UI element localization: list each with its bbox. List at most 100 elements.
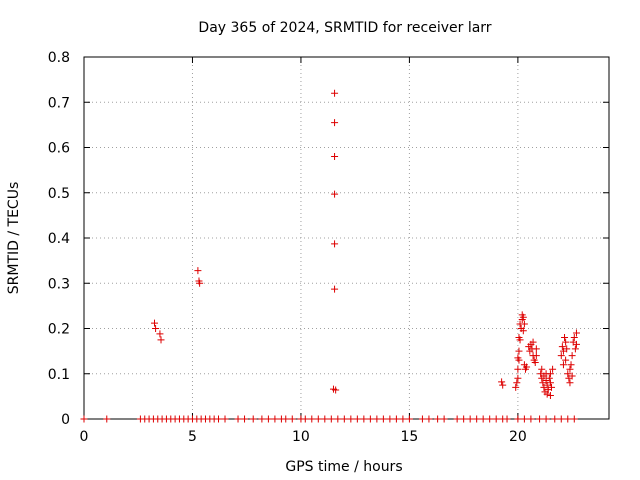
data-point — [546, 379, 554, 387]
data-point — [425, 415, 433, 423]
data-point — [331, 89, 339, 97]
chart-title: Day 365 of 2024, SRMTID for receiver lar… — [198, 20, 491, 36]
data-point — [551, 415, 559, 423]
data-point — [520, 415, 528, 423]
data-point — [321, 415, 329, 423]
data-point — [479, 415, 487, 423]
data-point — [373, 415, 381, 423]
data-point — [514, 354, 522, 362]
data-point — [562, 356, 570, 364]
data-point — [466, 415, 474, 423]
data-point — [152, 325, 160, 332]
data-point — [353, 415, 361, 423]
data-point — [503, 415, 511, 423]
data-point — [572, 340, 580, 348]
y-tick-label: 0.1 — [48, 367, 70, 383]
data-point — [529, 338, 537, 346]
data-point — [331, 153, 339, 161]
data-point — [519, 313, 527, 321]
data-point — [557, 415, 565, 423]
data-point — [386, 415, 394, 423]
data-point — [486, 415, 494, 423]
data-point — [308, 415, 316, 423]
data-point — [434, 415, 442, 423]
data-point — [564, 415, 572, 423]
data-point — [536, 415, 544, 423]
data-point — [399, 415, 407, 423]
data-point — [512, 383, 520, 391]
data-point — [282, 415, 290, 423]
data-point — [288, 415, 296, 423]
data-point — [567, 361, 575, 369]
data-point — [347, 415, 355, 423]
data-point — [546, 370, 554, 378]
data-point — [514, 365, 522, 373]
y-axis-label: SRMTID / TECUs — [6, 182, 22, 295]
x-tick-label: 20 — [509, 429, 527, 445]
data-point — [80, 415, 88, 423]
data-point — [519, 327, 527, 335]
grid — [84, 57, 609, 419]
data-point — [538, 365, 546, 373]
y-tick-label: 0.2 — [48, 322, 70, 338]
data-point — [196, 279, 204, 287]
data-point — [515, 347, 523, 355]
data-point — [561, 334, 569, 342]
data-point — [571, 345, 579, 353]
data-point — [570, 334, 578, 342]
data-point — [473, 415, 481, 423]
data-point — [559, 361, 567, 369]
data-point — [520, 320, 528, 328]
data-point — [532, 345, 540, 353]
data-point — [527, 415, 535, 423]
y-tick-label: 0 — [61, 412, 70, 428]
data-point — [157, 336, 165, 344]
data-point — [103, 415, 111, 423]
data-point — [570, 415, 578, 423]
y-tick-label: 0.8 — [48, 50, 70, 66]
plot-frame — [83, 56, 610, 420]
data-point — [514, 415, 522, 423]
tick-labels: 0 5 10 15 20 0 0.1 0.2 0.3 0.4 0.5 0.6 0.7 0.8 — [48, 50, 527, 445]
data-point — [331, 285, 339, 293]
data-point — [271, 415, 279, 423]
data-point — [558, 343, 566, 351]
data-point — [532, 352, 540, 360]
data-point — [557, 352, 565, 360]
x-axis-label: GPS time / hours — [285, 459, 402, 475]
data-point — [515, 334, 523, 342]
x-tick-label: 0 — [80, 429, 89, 445]
data-point — [331, 119, 339, 127]
data-point — [514, 374, 522, 382]
data-point — [334, 415, 342, 423]
data-point — [460, 415, 468, 423]
data-point — [360, 415, 368, 423]
data-point — [566, 365, 574, 373]
x-tick-label: 5 — [188, 429, 197, 445]
data-point — [546, 391, 554, 399]
data-point — [568, 352, 576, 360]
data-point — [215, 415, 223, 423]
data-point — [301, 415, 309, 423]
data-point — [366, 415, 374, 423]
data-point — [542, 415, 550, 423]
y-tick-label: 0.4 — [48, 231, 70, 247]
data-point — [151, 319, 159, 327]
data-point — [418, 415, 426, 423]
data-point — [548, 383, 556, 391]
data-point — [241, 415, 249, 423]
data-point — [543, 390, 551, 398]
data-point — [545, 374, 553, 382]
data-point — [498, 378, 506, 386]
x-tick-label: 10 — [292, 429, 310, 445]
data-point — [340, 415, 348, 423]
data-point — [331, 190, 339, 198]
data-point — [531, 358, 539, 366]
data-point — [513, 379, 521, 387]
data-points — [80, 89, 580, 423]
data-point — [564, 370, 572, 378]
data-point — [258, 415, 266, 423]
y-tick-label: 0.5 — [48, 186, 70, 202]
data-point — [249, 415, 257, 423]
